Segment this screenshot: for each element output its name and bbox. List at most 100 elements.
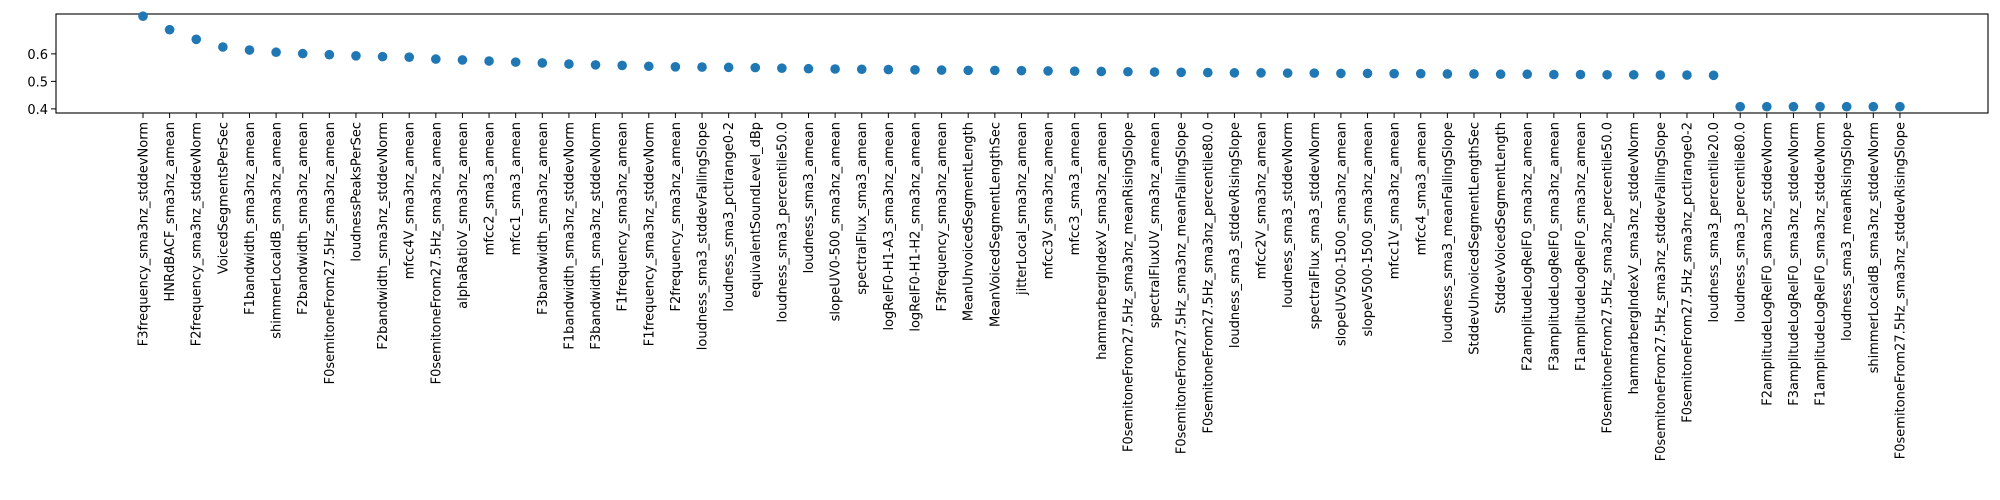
data-point — [164, 24, 175, 35]
data-point — [1841, 101, 1852, 112]
x-tick-label: F0semitoneFrom27.5Hz_sma3nz_amean — [429, 122, 444, 384]
x-tick-label: alphaRatioV_sma3nz_amean — [456, 122, 471, 309]
data-point — [590, 60, 601, 70]
data-point — [1309, 68, 1320, 78]
data-point — [404, 52, 415, 62]
data-point — [617, 60, 627, 71]
x-tick-label: F3amplitudeLogRelF0_sma3nz_amean — [1547, 122, 1562, 371]
data-point — [750, 62, 761, 73]
data-point — [1123, 66, 1133, 77]
data-point — [1522, 69, 1533, 80]
x-tick-label: F1amplitudeLogRelF0_sma3nz_stddevNorm — [1814, 122, 1829, 406]
data-point — [697, 62, 707, 72]
x-tick-label: shimmerLocaldB_sma3nz_amean — [270, 122, 285, 339]
x-tick-label: jitterLocal_sma3nz_amean — [1015, 122, 1030, 296]
x-tick-label: logRelF0-H1-H2_sma3nz_amean — [908, 122, 923, 332]
x-tick-label: spectralFlux_sma3_stddevNorm — [1308, 122, 1323, 329]
x-tick-label: mfcc2_sma3_amean — [483, 122, 498, 255]
x-tick-label: StddevVoicedSegmentLength — [1494, 122, 1509, 314]
data-point — [297, 48, 308, 59]
data-point — [910, 65, 920, 75]
data-point — [1708, 70, 1719, 81]
data-point — [803, 63, 814, 74]
data-point — [1575, 69, 1586, 80]
y-tick-label: 0.4 — [27, 103, 48, 118]
data-point — [883, 64, 894, 75]
data-point — [1362, 68, 1373, 79]
data-point — [1895, 101, 1905, 112]
y-tick-label: 0.5 — [27, 75, 48, 90]
data-point — [1762, 101, 1772, 112]
data-point — [1628, 69, 1639, 80]
data-point — [457, 55, 468, 65]
x-tick-label: F1bandwidth_sma3nz_amean — [243, 122, 258, 315]
x-tick-label: hammarbergIndexV_sma3nz_amean — [1095, 122, 1110, 360]
x-tick-label: F0semitoneFrom27.5Hz_sma3nz_percentile80… — [1201, 122, 1216, 434]
data-point — [431, 54, 441, 64]
x-tick-label: F2frequency_sma3nz_amean — [669, 122, 684, 312]
data-point — [1069, 66, 1080, 76]
x-tick-label: F0semitoneFrom27.5Hz_sma3nz_stddevFallin… — [1654, 122, 1669, 461]
x-tick-label: loudness_sma3_stddevRisingSlope — [1228, 122, 1243, 348]
x-tick-label: F0semitoneFrom27.5Hz_sma3nz_meanFallingS… — [1175, 122, 1190, 454]
x-tick-label: F0semitoneFrom27.5Hz_sma3nz_pctlrange0-2 — [1680, 122, 1695, 423]
x-tick-label: mfcc2V_sma3nz_amean — [1255, 122, 1270, 279]
x-tick-label: mfcc4V_sma3nz_amean — [403, 122, 418, 279]
x-axis: F3frequency_sma3nz_stddevNorm HNRdBACF_sm… — [137, 113, 1908, 461]
data-point — [138, 11, 148, 21]
x-tick-label: F2frequency_sma3nz_stddevNorm — [190, 122, 205, 346]
plot-area — [55, 13, 1989, 114]
x-tick-label: VoicedSegmentsPerSec — [216, 122, 231, 274]
data-point — [1602, 69, 1612, 80]
x-tick-label: F0semitoneFrom27.5Hz_sma3nz_amean — [323, 122, 338, 384]
data-point — [218, 42, 228, 52]
data-point — [564, 59, 574, 69]
x-tick-label: loudness_sma3_meanRisingSlope — [1840, 122, 1855, 341]
data-point — [777, 63, 787, 73]
data-point — [990, 65, 1000, 76]
data-point — [936, 65, 947, 75]
x-tick-label: loudness_sma3_amean — [802, 122, 817, 273]
data-point — [271, 47, 281, 58]
x-tick-label: mfcc1V_sma3nz_amean — [1388, 122, 1403, 279]
x-tick-label: slopeUV500-1500_sma3nz_amean — [1334, 122, 1349, 346]
x-tick-label: slopeUV0-500_sma3nz_amean — [829, 122, 844, 321]
data-point — [1735, 101, 1745, 112]
x-tick-label: loudnessPeaksPerSec — [349, 122, 364, 262]
data-point — [643, 61, 654, 72]
x-tick-label: F3frequency_sma3nz_stddevNorm — [137, 122, 152, 346]
x-tick-label: slopeV500-1500_sma3nz_amean — [1361, 122, 1376, 337]
data-point — [1203, 67, 1213, 78]
data-point — [723, 62, 734, 73]
data-point — [510, 57, 521, 67]
data-point — [1256, 68, 1266, 78]
y-axis: 0.4 0.5 0.6 — [27, 48, 56, 118]
data-point — [963, 65, 974, 76]
data-point — [1282, 68, 1293, 78]
axes-frame — [55, 13, 1989, 114]
data-point — [1655, 70, 1666, 80]
data-point — [1229, 68, 1240, 78]
x-tick-label: loudness_sma3_stddevFallingSlope — [696, 122, 711, 350]
x-tick-label: F1frequency_sma3nz_stddevNorm — [642, 122, 657, 346]
x-tick-label: loudness_sma3_percentile50.0 — [775, 122, 790, 322]
x-tick-label: F0semitoneFrom27.5Hz_sma3nz_meanRisingSl… — [1121, 122, 1136, 452]
data-point — [856, 64, 867, 75]
data-point — [1815, 101, 1825, 112]
x-tick-label: F0semitoneFrom27.5Hz_sma3nz_stddevRising… — [1893, 122, 1908, 459]
data-point — [1788, 101, 1799, 112]
x-tick-label: F1bandwidth_sma3nz_stddevNorm — [562, 122, 577, 350]
data-point — [1149, 67, 1160, 77]
x-tick-label: mfcc3_sma3_amean — [1068, 122, 1083, 255]
x-tick-label: loudness_sma3_stddevNorm — [1281, 122, 1296, 308]
data-point — [377, 51, 388, 62]
data-point — [1096, 66, 1107, 77]
x-tick-label: spectralFluxUV_sma3nz_amean — [1148, 122, 1163, 328]
x-tick-label: F0semitoneFrom27.5Hz_sma3nz_percentile50… — [1601, 122, 1616, 434]
x-tick-label: F2bandwidth_sma3nz_stddevNorm — [376, 122, 391, 350]
data-point — [1549, 69, 1559, 80]
x-tick-label: loudness_sma3_pctlrange0-2 — [722, 122, 737, 312]
x-tick-label: HNRdBACF_sma3nz_amean — [163, 122, 178, 302]
x-tick-label: shimmerLocaldB_sma3nz_stddevNorm — [1867, 122, 1882, 373]
